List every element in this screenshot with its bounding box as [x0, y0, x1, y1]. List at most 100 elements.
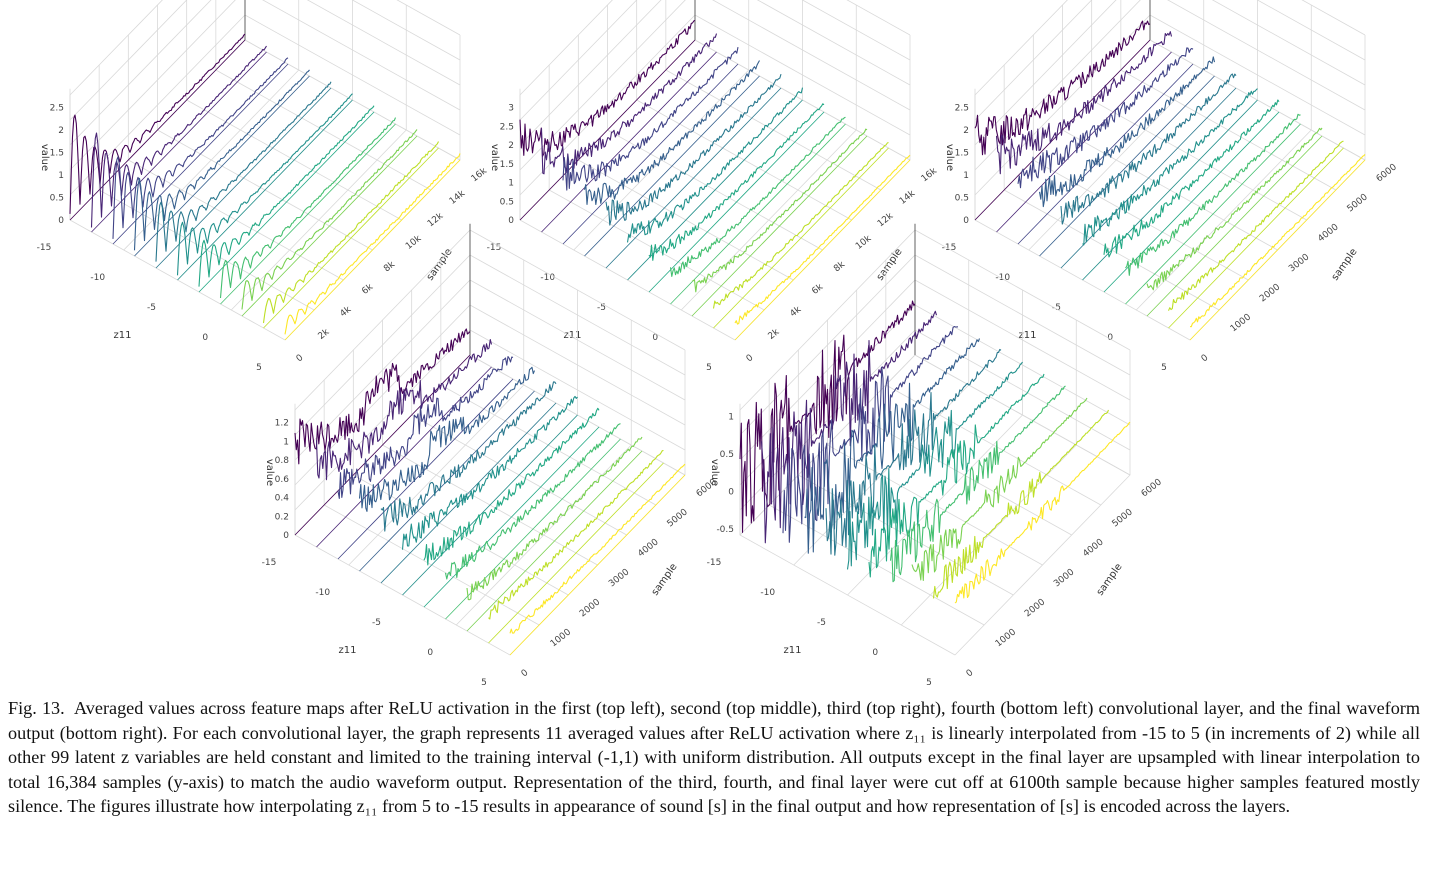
- value-tick-label: 2.5: [500, 122, 514, 132]
- sample-tick-label: 3000: [607, 567, 631, 589]
- series-line: [669, 116, 846, 277]
- grid-line: [1120, 0, 1337, 191]
- series-baseline: [466, 450, 643, 632]
- series-baseline: [1103, 111, 1280, 293]
- sample-tick-label: 0: [520, 668, 531, 680]
- z11-tick-label: -15: [262, 558, 277, 568]
- series-line: [444, 423, 621, 580]
- grid-line: [215, 0, 432, 191]
- traces: [294, 328, 686, 656]
- series-line: [1125, 113, 1301, 276]
- series-baseline: [541, 51, 717, 233]
- z11-tick-label: 0: [872, 648, 878, 658]
- sample-tick-label: 14k: [898, 188, 918, 207]
- series-line: [155, 81, 332, 262]
- series-line: [583, 60, 760, 206]
- value-tick-label: 2: [508, 141, 514, 151]
- series-line: [509, 463, 686, 634]
- caption-label: Fig. 13.: [8, 698, 65, 718]
- sample-tick-label: 2000: [1023, 597, 1047, 619]
- z11-tick-label: -5: [372, 618, 381, 628]
- grid-line: [607, 5, 823, 251]
- value-tick-label: 2: [963, 126, 969, 136]
- value-tick-label: -0.5: [716, 525, 734, 535]
- value-tick-label: 2.5: [955, 104, 969, 114]
- series-line: [1060, 73, 1237, 225]
- value-tick-label: 1: [58, 171, 64, 181]
- value-tick-label: 0: [508, 216, 514, 226]
- z11-tick-label: -10: [760, 588, 775, 598]
- sample-tick-label: 4k: [338, 304, 353, 319]
- z11-tick-label: -15: [707, 558, 722, 568]
- grid-line: [1091, 0, 1307, 221]
- series-baseline: [263, 147, 439, 329]
- value-tick-label: 1: [963, 171, 969, 181]
- z11-tick-label: 5: [1161, 363, 1167, 373]
- sample-tick-label: 6k: [360, 282, 375, 297]
- sample-tick-label: 3000: [1287, 252, 1311, 274]
- sample-tick-label: 2000: [578, 597, 602, 619]
- series-line: [648, 103, 825, 261]
- value-tick-label: 0.5: [720, 450, 734, 460]
- sample-tick-label: 1000: [1229, 312, 1253, 334]
- sample-tick-label: 5000: [666, 507, 690, 529]
- series-line: [1146, 127, 1323, 291]
- series-baseline: [337, 378, 514, 560]
- sample-axis-title: sample: [875, 247, 905, 283]
- series-line: [1017, 47, 1194, 189]
- series-line: [1189, 154, 1366, 328]
- grid-line: [519, 0, 911, 146]
- series-line: [562, 46, 739, 191]
- series-line: [626, 87, 804, 243]
- series-line: [294, 328, 471, 465]
- sample-tick-label: 4k: [788, 304, 803, 319]
- traces: [69, 33, 461, 341]
- series-line: [712, 141, 889, 309]
- grid-line: [680, 5, 857, 311]
- grid-line: [69, 0, 461, 96]
- tick-labels: -15-10-50502k4k6k8k10k12k14k16k00.511.52…: [37, 104, 490, 374]
- sample-tick-label: 8k: [382, 259, 397, 274]
- sample-tick-label: 0: [1200, 353, 1211, 365]
- series-baseline: [1039, 75, 1215, 257]
- series-line: [466, 436, 643, 601]
- figure-panels: -15 -10 -5 0 5 0 2k 4k 6k 8k 10k 12k 14k 16k 0 0.5 1 1.5 2…: [37, 0, 1399, 688]
- value-axis-title: value: [39, 144, 50, 171]
- series-baseline: [734, 159, 911, 341]
- series-baseline: [284, 159, 461, 341]
- value-tick-label: 0.2: [275, 512, 289, 522]
- value-tick-label: 0.5: [500, 197, 514, 207]
- value-axis-title: value: [489, 144, 500, 171]
- series-line: [241, 129, 418, 310]
- sample-tick-label: 2000: [1258, 282, 1282, 304]
- series-line: [974, 20, 1151, 156]
- value-tick-label: 1: [728, 412, 734, 422]
- series-baseline: [134, 75, 310, 257]
- z11-tick-label: 5: [481, 678, 487, 688]
- sample-tick-label: 0: [295, 353, 306, 365]
- series-line: [868, 373, 1045, 578]
- z11-tick-label: -10: [995, 273, 1010, 283]
- series-line: [358, 366, 536, 512]
- sample-axis-title: sample: [1095, 562, 1125, 598]
- series-line: [401, 395, 578, 550]
- series-line: [734, 154, 911, 325]
- sample-tick-label: 3000: [1052, 567, 1076, 589]
- sample-tick-label: 1000: [994, 627, 1018, 649]
- grid-line: [519, 0, 911, 121]
- z11-tick-label: -10: [90, 273, 105, 283]
- plot-layer1: -15-10-50502k4k6k8k10k12k14k16k00.511.52…: [37, 0, 490, 373]
- grid: [519, 0, 911, 341]
- grid-line: [974, 0, 1366, 146]
- series-baseline: [1168, 147, 1344, 329]
- series-line: [133, 69, 310, 251]
- z11-tick-label: -15: [942, 243, 957, 253]
- series-baseline: [112, 63, 289, 245]
- z11-tick-label: 0: [652, 333, 658, 343]
- sample-tick-label: 4000: [1316, 222, 1340, 244]
- series-baseline: [996, 51, 1172, 233]
- sample-tick-label: 2k: [767, 327, 782, 342]
- series-baseline: [509, 474, 686, 656]
- sample-tick-label: 1000: [549, 627, 573, 649]
